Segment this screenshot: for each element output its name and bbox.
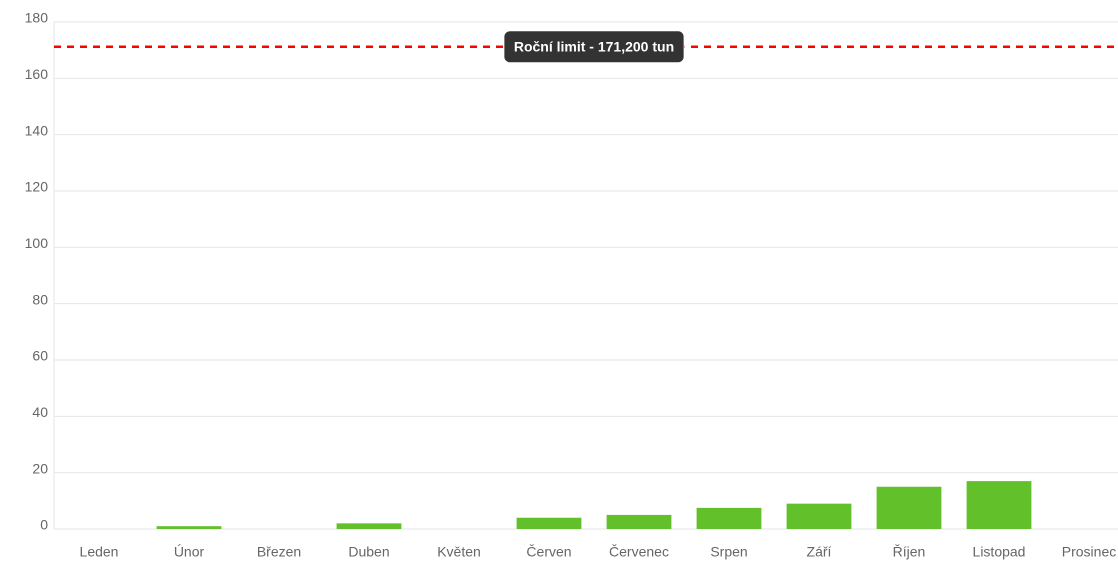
- y-tick-label: 20: [32, 460, 48, 476]
- x-tick-label: Září: [807, 544, 832, 560]
- bar: [786, 503, 852, 529]
- bar: [966, 481, 1032, 529]
- bar: [516, 517, 582, 529]
- y-tick-label: 120: [25, 179, 49, 195]
- y-tick-label: 60: [32, 348, 48, 364]
- x-tick-label: Duben: [348, 544, 389, 560]
- y-tick-label: 0: [40, 517, 48, 533]
- x-tick-label: Srpen: [710, 544, 747, 560]
- x-tick-label: Prosinec: [1062, 544, 1116, 560]
- x-tick-label: Květen: [437, 544, 481, 560]
- limit-label: Roční limit - 171,200 tun: [514, 38, 674, 54]
- y-tick-label: 140: [25, 122, 49, 138]
- y-tick-label: 180: [25, 10, 49, 26]
- y-tick-label: 100: [25, 235, 49, 251]
- x-tick-label: Červen: [526, 544, 571, 560]
- x-tick-label: Listopad: [973, 544, 1026, 560]
- y-tick-label: 40: [32, 404, 48, 420]
- x-tick-label: Říjen: [893, 544, 926, 560]
- y-tick-label: 80: [32, 291, 48, 307]
- x-tick-label: Leden: [80, 544, 119, 560]
- bar: [876, 486, 942, 529]
- limit-label-box: [503, 30, 685, 64]
- bar: [606, 514, 672, 529]
- x-tick-label: Březen: [257, 544, 301, 560]
- x-tick-label: Únor: [174, 544, 205, 560]
- bar: [696, 507, 762, 529]
- bar: [156, 526, 222, 529]
- y-tick-label: 160: [25, 66, 49, 82]
- bar: [336, 523, 402, 529]
- x-tick-label: Červenec: [609, 544, 669, 560]
